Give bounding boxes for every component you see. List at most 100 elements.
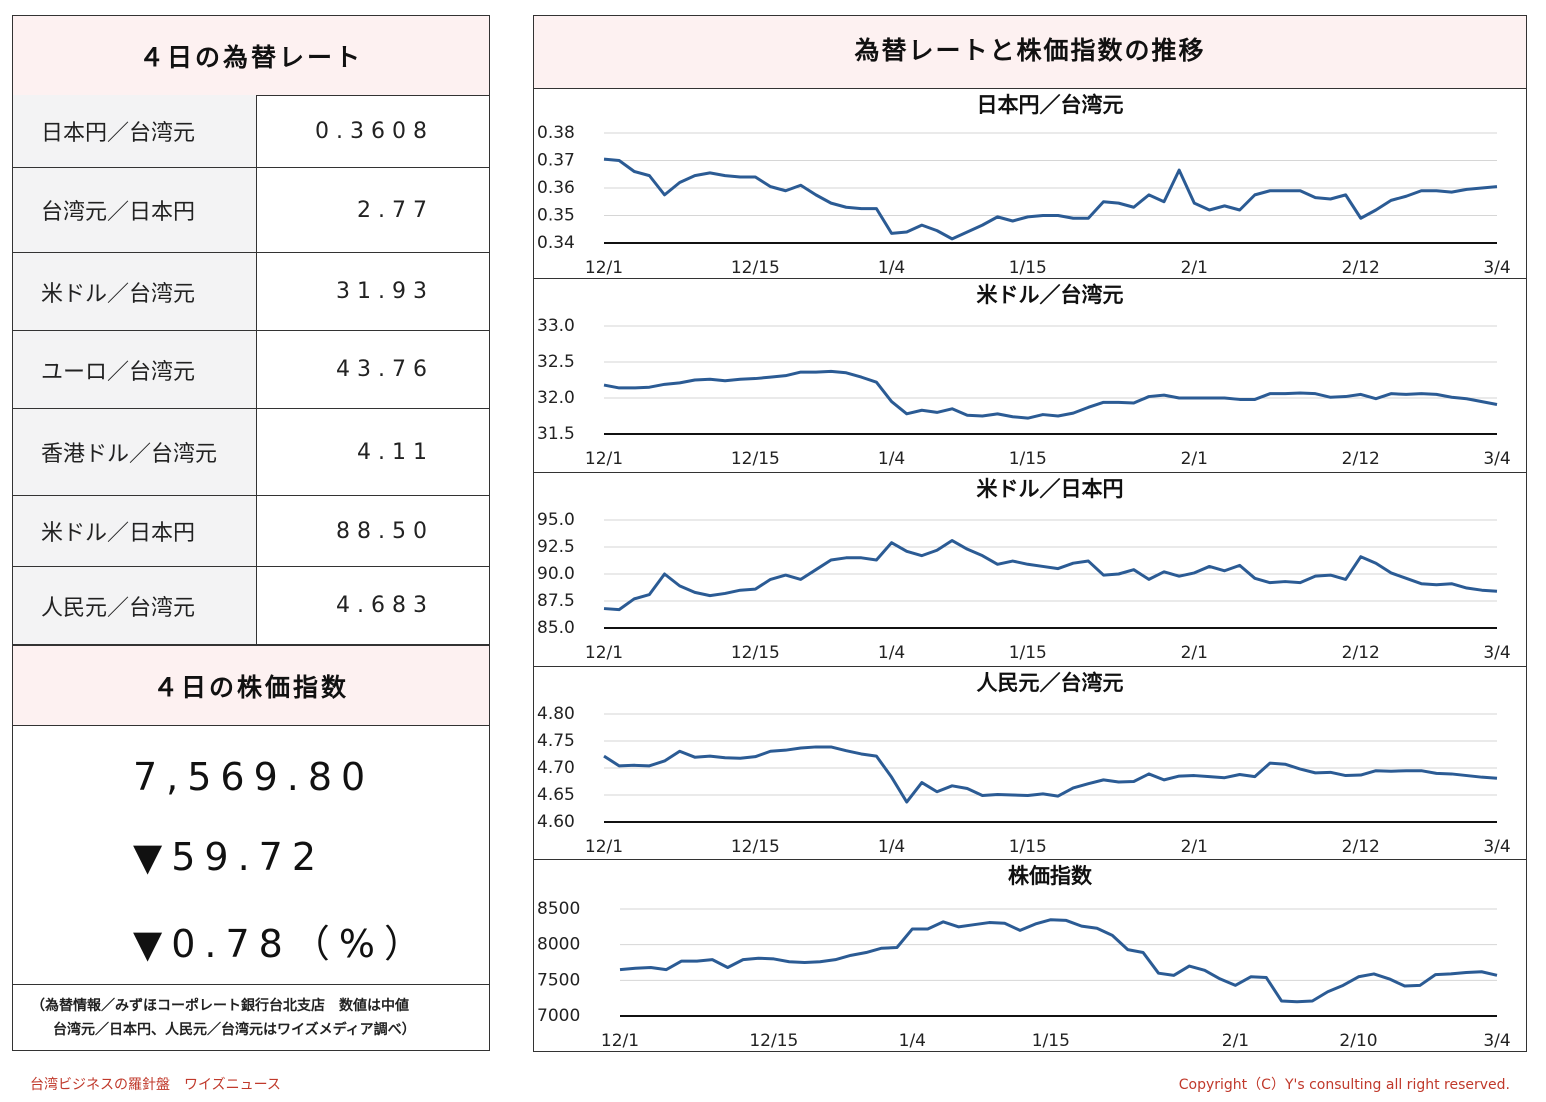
x-tick-label: 1/4	[899, 1031, 926, 1051]
x-tick-label: 2/1	[1181, 643, 1208, 663]
y-tick-label: 0.36	[537, 178, 575, 198]
rate-value: 2.77	[357, 197, 434, 223]
rate-label: 日本円／台湾元	[13, 95, 257, 167]
y-tick-label: 0.35	[537, 206, 575, 226]
x-tick-label: 2/12	[1342, 837, 1380, 857]
y-tick-label: 0.38	[537, 123, 575, 143]
data-line	[619, 918, 1498, 1004]
y-tick-label: 4.80	[537, 704, 575, 724]
rate-label: 米ドル／日本円	[13, 496, 257, 566]
x-tick-label: 3/4	[1483, 258, 1510, 278]
chart-title: 米ドル／日本円	[977, 477, 1124, 501]
x-tick-label: 1/4	[878, 449, 905, 469]
x-tick-label: 1/4	[878, 837, 905, 857]
x-tick-label: 2/10	[1339, 1031, 1377, 1051]
rate-label: 香港ドル／台湾元	[13, 409, 257, 495]
footer-right: Copyright（C）Y's consulting all right res…	[1178, 1077, 1510, 1093]
stock-box: 7,569.80 ▼59.72 ▼0.78（%）	[12, 725, 490, 985]
rate-value: 4.683	[336, 593, 434, 618]
rate-label: 人民元／台湾元	[13, 567, 257, 644]
chart-title: 人民元／台湾元	[977, 671, 1124, 695]
y-tick-label: 4.70	[537, 758, 575, 778]
x-tick-label: 2/12	[1342, 258, 1380, 278]
x-tick-label: 12/15	[731, 643, 780, 663]
x-tick-label: 2/12	[1342, 643, 1380, 663]
x-tick-label: 2/1	[1222, 1031, 1249, 1051]
chart-title: 米ドル／台湾元	[977, 283, 1124, 307]
y-tick-label: 33.0	[537, 316, 575, 336]
charts-title: 為替レートと株価指数の推移	[854, 36, 1205, 65]
rate-value: 43.76	[336, 357, 434, 382]
note-line: （為替情報／みずほコーポレート銀行台北支店 数値は中値	[31, 998, 409, 1014]
rate-row: 台湾元／日本円 2.77	[12, 168, 490, 253]
rate-row: 米ドル／台湾元 31.93	[12, 253, 490, 331]
rate-value: 88.50	[336, 518, 434, 544]
x-tick-label: 2/1	[1181, 258, 1208, 278]
y-tick-label: 85.0	[537, 618, 575, 638]
x-tick-label: 2/1	[1181, 449, 1208, 469]
x-tick-label: 1/15	[1009, 258, 1047, 278]
stock-change-pct: ▼0.78（%）	[133, 922, 431, 966]
rate-value: 0.3608	[315, 118, 434, 144]
y-tick-label: 0.34	[537, 233, 575, 253]
y-tick-label: 32.5	[537, 352, 575, 372]
y-tick-label: 87.5	[537, 591, 575, 611]
rate-row: 香港ドル／台湾元 4.11	[12, 409, 490, 496]
charts-frame	[533, 15, 1527, 1052]
x-tick-label: 12/1	[601, 1031, 639, 1051]
stock-change: ▼59.72	[133, 835, 326, 879]
y-tick-label: 7000	[537, 1006, 580, 1026]
rate-row: 日本円／台湾元 0.3608	[12, 95, 490, 168]
chart-title: 日本円／台湾元	[977, 93, 1124, 117]
stock-index: 7,569.80	[133, 755, 375, 799]
x-tick-label: 12/15	[731, 449, 780, 469]
x-tick-label: 12/15	[749, 1031, 798, 1051]
rate-row: 米ドル／日本円 88.50	[12, 496, 490, 567]
x-tick-label: 12/1	[585, 258, 623, 278]
footer-left: 台湾ビジネスの羅針盤 ワイズニュース	[30, 1077, 281, 1093]
rate-row: 人民元／台湾元 4.683	[12, 567, 490, 645]
x-tick-label: 12/15	[731, 258, 780, 278]
data-line	[603, 539, 1498, 612]
y-tick-label: 8000	[537, 935, 580, 955]
data-line	[603, 369, 1498, 420]
chart-title: 株価指数	[1008, 864, 1093, 888]
x-tick-label: 3/4	[1483, 1031, 1510, 1051]
y-tick-label: 0.37	[537, 151, 575, 171]
rate-value: 4.11	[357, 439, 434, 465]
y-tick-label: 92.5	[537, 537, 575, 557]
x-tick-label: 1/4	[878, 643, 905, 663]
stock-title: ４日の株価指数	[12, 645, 490, 726]
rate-label: ユーロ／台湾元	[13, 331, 257, 408]
y-tick-label: 4.60	[537, 812, 575, 832]
rates-title: ４日の為替レート	[12, 15, 490, 96]
rate-label: 米ドル／台湾元	[13, 253, 257, 330]
x-tick-label: 1/15	[1009, 449, 1047, 469]
x-tick-label: 1/15	[1009, 643, 1047, 663]
x-tick-label: 2/1	[1181, 837, 1208, 857]
x-tick-label: 1/15	[1032, 1031, 1070, 1051]
y-tick-label: 31.5	[537, 424, 575, 444]
x-tick-label: 12/1	[585, 449, 623, 469]
x-tick-label: 12/15	[731, 837, 780, 857]
x-tick-label: 1/4	[878, 258, 905, 278]
rate-row: ユーロ／台湾元 43.76	[12, 331, 490, 409]
y-tick-label: 7500	[537, 970, 580, 990]
charts-header	[534, 16, 1526, 88]
source-note: （為替情報／みずほコーポレート銀行台北支店 数値は中値 台湾元／日本円、人民元／…	[12, 985, 490, 1051]
x-tick-label: 3/4	[1483, 837, 1510, 857]
x-tick-label: 12/1	[585, 643, 623, 663]
data-line	[603, 157, 1498, 241]
y-tick-label: 95.0	[537, 510, 575, 530]
rate-label: 台湾元／日本円	[13, 168, 257, 252]
x-tick-label: 3/4	[1483, 643, 1510, 663]
x-tick-label: 1/15	[1009, 837, 1047, 857]
x-tick-label: 12/1	[585, 837, 623, 857]
y-tick-label: 4.65	[537, 785, 575, 805]
y-tick-label: 8500	[537, 899, 580, 919]
y-tick-label: 4.75	[537, 731, 575, 751]
y-tick-label: 90.0	[537, 564, 575, 584]
note-line: 台湾元／日本円、人民元／台湾元はワイズメディア調べ）	[53, 1022, 416, 1038]
y-tick-label: 32.0	[537, 388, 575, 408]
